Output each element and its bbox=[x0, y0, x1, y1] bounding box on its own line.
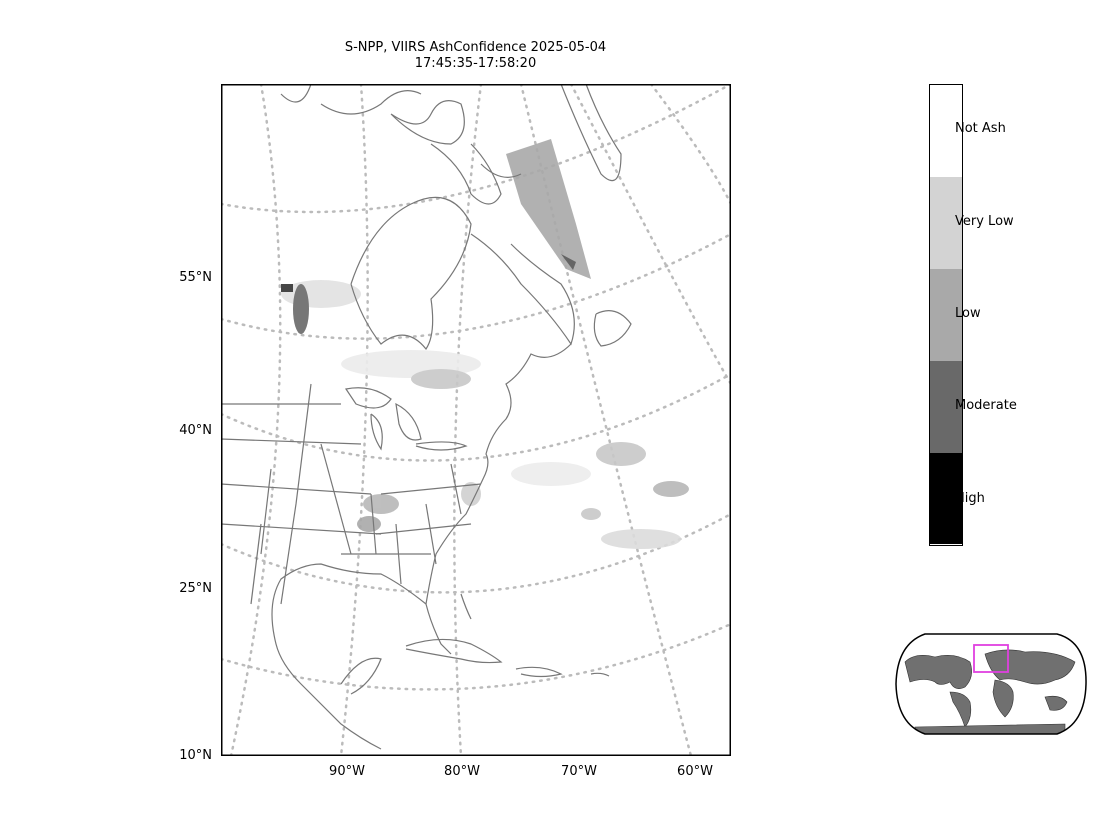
lon-label-90w: 90°W bbox=[329, 764, 365, 779]
coastlines bbox=[221, 84, 632, 750]
lon-label-80w: 80°W bbox=[444, 764, 480, 779]
colorbar-segment-high bbox=[930, 453, 962, 544]
colorbar-label-very-low: Very Low bbox=[955, 214, 1014, 229]
colorbar-label-low: Low bbox=[955, 306, 981, 321]
colorbar bbox=[929, 84, 963, 546]
colorbar-label-not-ash: Not Ash bbox=[955, 121, 1006, 136]
colorbar-segment-very-low bbox=[930, 177, 962, 269]
colorbar-segment-low bbox=[930, 269, 962, 361]
colorbar-segment-not-ash bbox=[930, 85, 962, 177]
main-map bbox=[221, 84, 731, 756]
lat-label-10: 10°N bbox=[179, 748, 212, 763]
lon-label-60w: 60°W bbox=[677, 764, 713, 779]
global-inset-map bbox=[895, 632, 1087, 736]
lon-label-70w: 70°W bbox=[561, 764, 597, 779]
colorbar-label-moderate: Moderate bbox=[955, 398, 1017, 413]
lat-label-40: 40°N bbox=[179, 423, 212, 438]
colorbar-segment-moderate bbox=[930, 361, 962, 453]
lat-label-25: 25°N bbox=[179, 581, 212, 596]
title-line-2: 17:45:35-17:58:20 bbox=[414, 56, 537, 71]
plot-title: S-NPP, VIIRS AshConfidence 2025-05-04 17… bbox=[220, 40, 731, 72]
colorbar-label-high: High bbox=[955, 491, 985, 506]
ash-pixels bbox=[281, 139, 689, 549]
lat-label-55: 55°N bbox=[179, 270, 212, 285]
title-line-1: S-NPP, VIIRS AshConfidence 2025-05-04 bbox=[344, 40, 607, 55]
inset-region-highlight bbox=[973, 644, 1009, 673]
graticule bbox=[221, 84, 731, 756]
